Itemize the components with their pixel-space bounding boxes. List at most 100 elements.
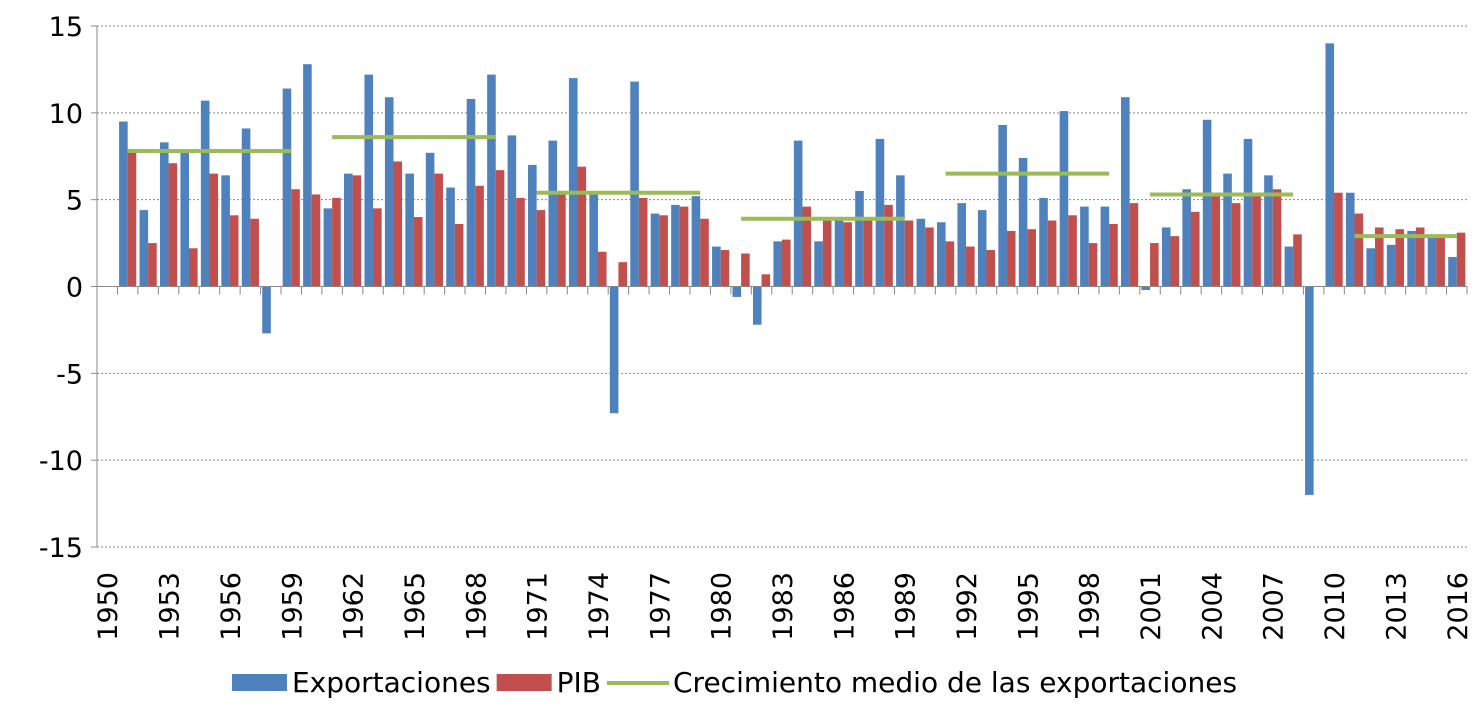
bar (1456, 232, 1466, 287)
bar (1354, 213, 1364, 287)
x-tick-label: 1998 (1075, 572, 1106, 641)
bar (659, 215, 668, 287)
x-tick-label: 1974 (584, 572, 615, 641)
bar (1231, 203, 1241, 287)
bar (1415, 227, 1425, 287)
bar (221, 175, 230, 287)
x-tick-label: 1968 (461, 572, 492, 641)
bar (434, 173, 443, 287)
bar (127, 151, 137, 287)
bar (936, 222, 946, 287)
legend-label: PIB (557, 666, 601, 699)
bar (568, 78, 578, 287)
bar (986, 250, 996, 287)
bar (1141, 286, 1151, 290)
bar (589, 192, 598, 287)
bar (1027, 229, 1036, 287)
bar (364, 74, 374, 287)
x-tick-label: 1959 (277, 572, 308, 641)
x-tick-label: 1950 (93, 572, 124, 641)
bar (291, 189, 300, 287)
bar (822, 218, 832, 287)
bar (843, 222, 852, 287)
bar (577, 166, 587, 287)
bar (650, 213, 660, 287)
bar (904, 220, 914, 287)
bar (630, 81, 639, 287)
bar (875, 138, 885, 287)
bar (1223, 173, 1232, 287)
bar (446, 187, 455, 287)
bar (957, 203, 967, 287)
bar (1334, 192, 1343, 287)
bar (896, 175, 905, 287)
bar (1088, 243, 1098, 287)
bar (732, 286, 742, 297)
y-tick-label: 5 (66, 186, 83, 217)
x-tick-label: 1956 (216, 572, 247, 641)
legend-label: Crecimiento medio de las exportaciones (673, 666, 1237, 699)
bar (1407, 230, 1416, 287)
y-tick-label: 0 (66, 273, 83, 304)
bar (332, 197, 341, 287)
bar (761, 274, 771, 287)
x-tick-label: 2010 (1320, 572, 1351, 641)
bar (139, 210, 149, 287)
bar (700, 218, 709, 287)
bar (925, 227, 934, 287)
bar (712, 246, 721, 287)
bar (609, 286, 619, 414)
legend: Exportaciones PIB Crecimiento medio de las… (231, 666, 1237, 699)
bar (466, 98, 476, 287)
bar (373, 208, 382, 287)
x-tick-label: 1965 (400, 572, 431, 641)
bar (189, 248, 198, 287)
bar (475, 185, 484, 287)
line (127, 135, 1457, 239)
bar (1190, 211, 1200, 287)
x-tick-label: 2007 (1259, 572, 1290, 641)
bar (1374, 227, 1384, 287)
bar (618, 262, 628, 287)
bar (262, 286, 271, 334)
legend-label: Exportaciones (292, 666, 491, 699)
bar (303, 64, 312, 287)
y-tick-label: 15 (49, 12, 83, 43)
legend-key (496, 674, 552, 691)
bar (1182, 189, 1191, 287)
x-tick-label: 1989 (891, 572, 922, 641)
x-tick-label: 2013 (1381, 572, 1412, 641)
bar (159, 142, 169, 287)
bar (691, 196, 701, 287)
bar (945, 241, 955, 287)
bar (741, 253, 750, 287)
bar (782, 239, 791, 287)
y-tick-label: -5 (56, 359, 83, 390)
bar (148, 243, 157, 287)
bar (834, 220, 844, 287)
bar (344, 173, 353, 287)
bar (1059, 111, 1069, 287)
bar (323, 208, 333, 287)
bar (405, 173, 414, 287)
bar (1170, 236, 1180, 287)
bar (1293, 234, 1302, 287)
bar (1161, 227, 1171, 287)
bar (1366, 248, 1375, 287)
y-tick-label: -10 (39, 446, 83, 477)
bar (814, 241, 823, 287)
bar (180, 152, 190, 287)
x-tick-label: 1962 (339, 572, 370, 641)
bar (1325, 43, 1335, 287)
bar (1345, 192, 1355, 287)
bar (679, 206, 689, 287)
bar (752, 286, 762, 325)
bar (977, 210, 987, 287)
bar (1100, 206, 1110, 287)
bar (1264, 175, 1273, 287)
bar (1039, 197, 1048, 287)
bar (454, 223, 464, 287)
bar (773, 241, 782, 287)
bar (1448, 256, 1457, 287)
